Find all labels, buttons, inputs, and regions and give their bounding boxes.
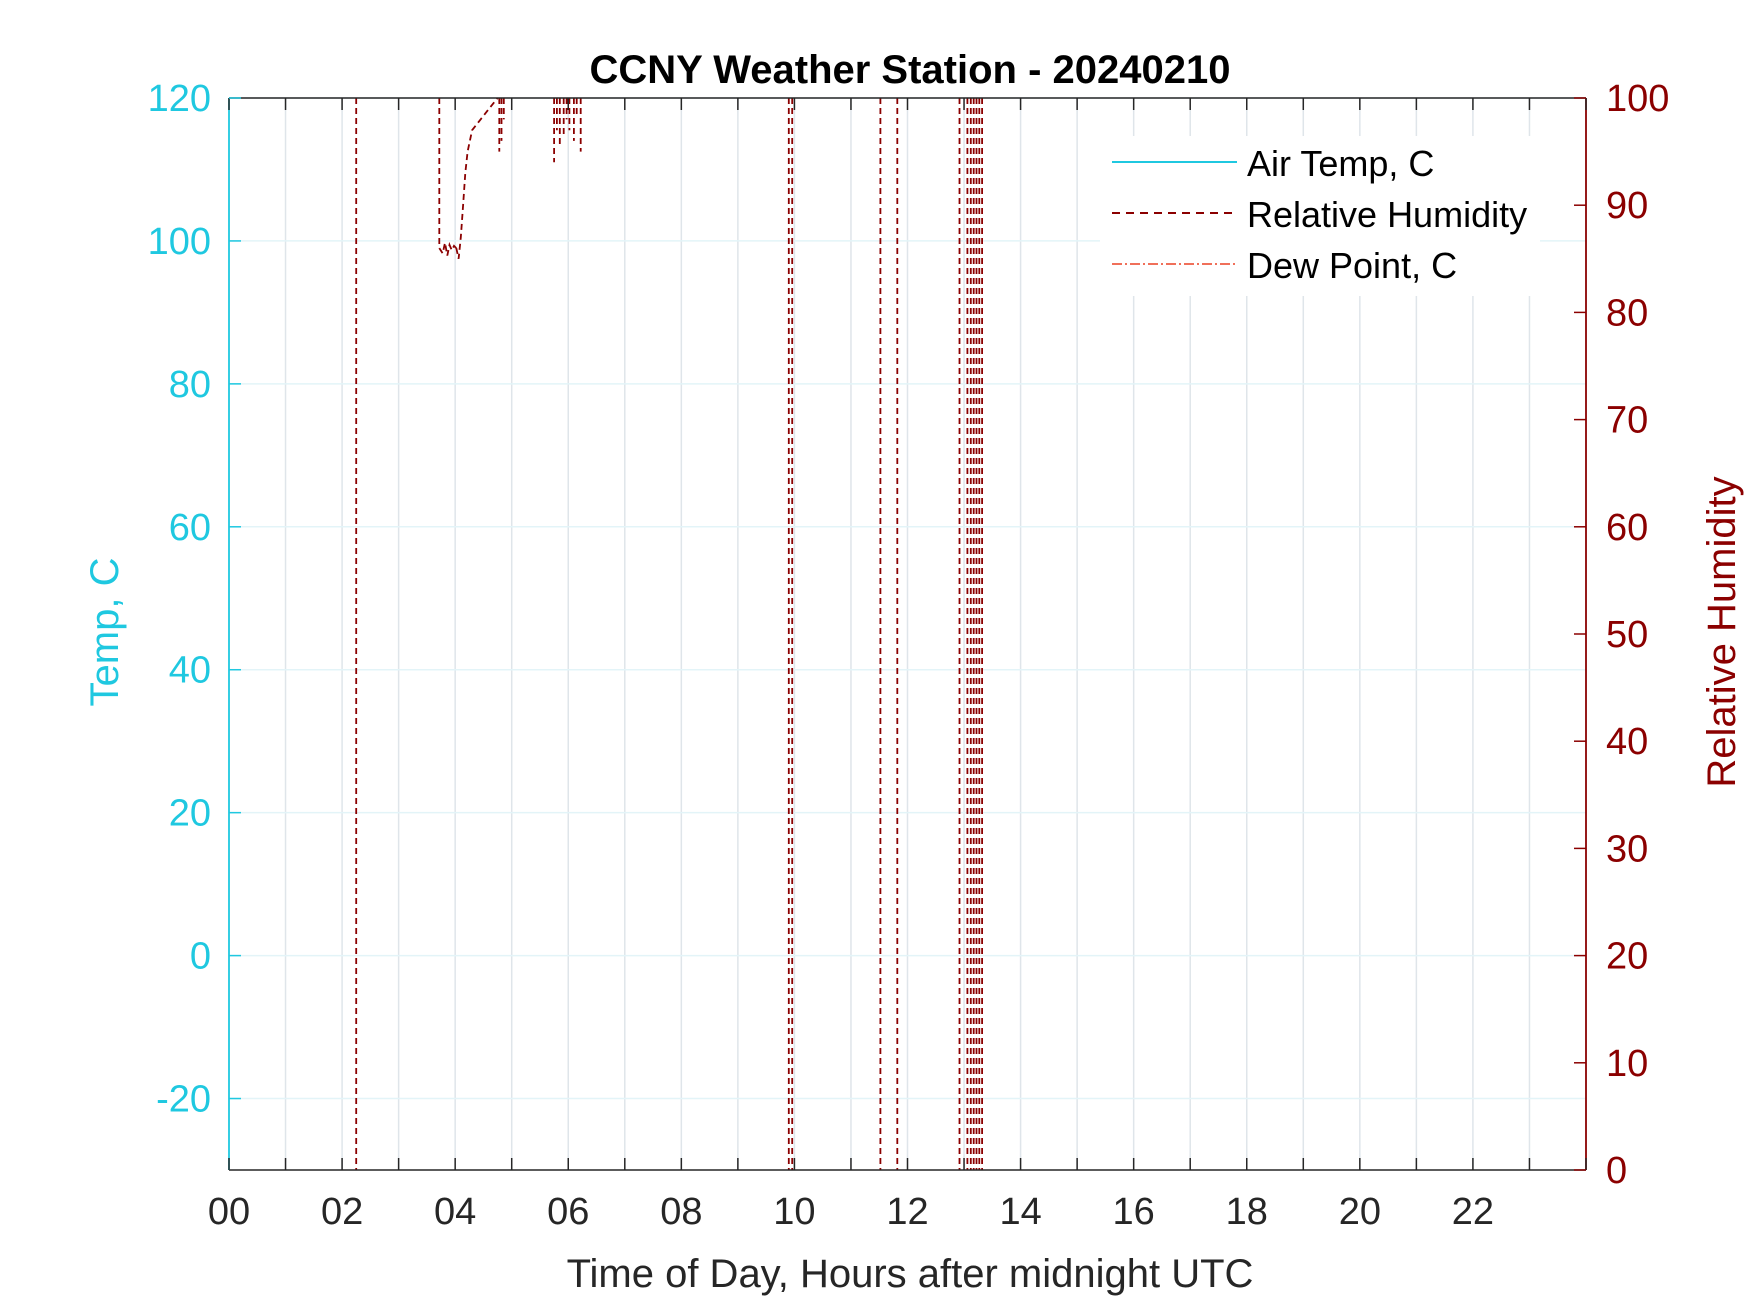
y-right-tick-label: 90 [1606, 185, 1648, 227]
x-tick-label: 10 [773, 1191, 815, 1233]
x-tick-label: 18 [1226, 1191, 1268, 1233]
x-tick-label: 14 [999, 1191, 1041, 1233]
x-tick-label: 16 [1113, 1191, 1155, 1233]
legend-label-air-temp: Air Temp, C [1247, 143, 1434, 184]
y-left-tick-label: 20 [169, 793, 211, 835]
x-tick-label: 00 [208, 1191, 250, 1233]
x-tick-label: 20 [1339, 1191, 1381, 1233]
y-right-tick-label: 50 [1606, 614, 1648, 656]
y-left-tick-label: 40 [169, 650, 211, 692]
legend-label-relative-humidity: Relative Humidity [1247, 194, 1527, 235]
legend-label-dew-point: Dew Point, C [1247, 245, 1457, 286]
y-left-tick-label: 60 [169, 507, 211, 549]
x-tick-label: 06 [547, 1191, 589, 1233]
y-right-tick-label: 30 [1606, 828, 1648, 870]
x-axis-label: Time of Day, Hours after midnight UTC [567, 1252, 1254, 1296]
axes: 00 02 04 06 08 10 12 14 16 18 20 22-200204060801001… [148, 78, 1670, 1233]
chart-title: CCNY Weather Station - 20240210 [590, 48, 1231, 92]
y-right-tick-label: 0 [1606, 1150, 1627, 1192]
y-right-tick-label: 80 [1606, 292, 1648, 334]
legend: Air Temp, C Relative Humidity Dew Point,… [1100, 136, 1540, 296]
y-left-tick-label: 0 [190, 936, 211, 978]
y-left-tick-label: -20 [156, 1079, 211, 1121]
x-tick-label: 02 [321, 1191, 363, 1233]
series-line-relative-humidity [455, 97, 499, 259]
y-right-tick-label: 20 [1606, 936, 1648, 978]
y-axis-left-label: Temp, C [83, 558, 127, 707]
y-right-tick-label: 60 [1606, 507, 1648, 549]
series-line-relative-humidity [438, 241, 457, 256]
y-axis-right-label: Relative Humidity [1700, 476, 1744, 787]
x-tick-label: 04 [434, 1191, 476, 1233]
y-left-tick-label: 100 [148, 221, 211, 263]
plot-series [355, 97, 983, 1170]
x-tick-label: 08 [660, 1191, 702, 1233]
x-tick-label: 12 [886, 1191, 928, 1233]
y-right-tick-label: 10 [1606, 1043, 1648, 1085]
y-left-tick-label: 120 [148, 78, 211, 120]
y-right-tick-label: 70 [1606, 400, 1648, 442]
y-right-tick-label: 100 [1606, 78, 1669, 120]
x-tick-label: 22 [1452, 1191, 1494, 1233]
y-right-tick-label: 40 [1606, 721, 1648, 763]
grid-lines [229, 97, 1586, 1170]
y-left-tick-label: 80 [169, 364, 211, 406]
